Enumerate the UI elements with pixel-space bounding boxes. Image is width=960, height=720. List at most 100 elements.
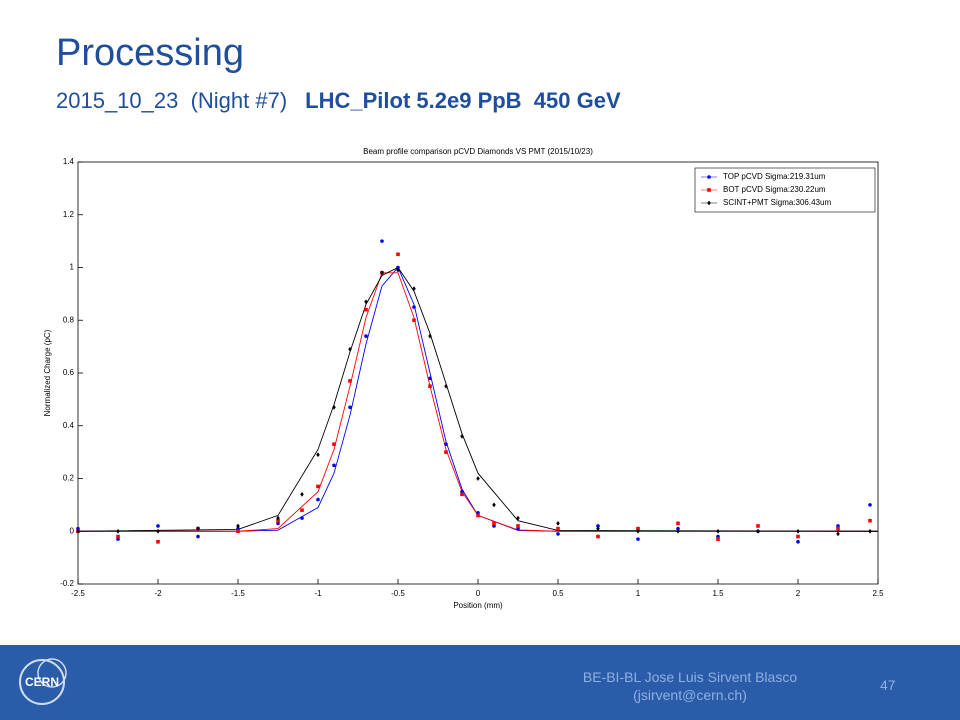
point	[316, 497, 320, 502]
y-tick-label: 0.4	[63, 421, 75, 430]
slide-title: Processing	[56, 32, 244, 74]
subtitle: 2015_10_23 (Night #7) LHC_Pilot 5.2e9 PpB…	[56, 88, 621, 114]
point	[707, 175, 711, 179]
point	[332, 404, 336, 410]
point	[300, 491, 304, 497]
x-tick-label: -1.5	[231, 589, 245, 598]
point	[676, 526, 680, 531]
point	[636, 526, 640, 531]
point	[364, 299, 368, 305]
legend	[694, 167, 876, 213]
subtitle-run: LHC_Pilot 5.2e9 PpB 450 GeV	[305, 88, 621, 113]
point	[596, 526, 600, 532]
point	[332, 442, 336, 447]
point	[364, 307, 368, 312]
point	[316, 484, 320, 489]
y-tick-label: 0.8	[63, 315, 75, 324]
point	[444, 442, 448, 447]
point	[236, 523, 240, 529]
point	[636, 537, 640, 541]
legend-label: SCINT+PMT Sigma:306.43um	[723, 198, 831, 207]
point	[348, 346, 352, 352]
point	[707, 188, 711, 192]
point	[516, 515, 520, 521]
subtitle-date: 2015_10_23 (Night #7)	[56, 88, 288, 113]
x-tick-label: 2.5	[872, 589, 884, 598]
point	[428, 333, 432, 339]
point	[868, 518, 872, 523]
point	[716, 528, 720, 534]
point	[428, 384, 432, 388]
page-number: 47	[880, 677, 896, 693]
x-axis-label: Position (mm)	[453, 601, 503, 610]
plot-area	[77, 161, 879, 585]
logo-text: CERN	[25, 675, 59, 689]
point	[156, 540, 160, 544]
y-tick-label: 0	[70, 526, 75, 535]
point	[868, 503, 872, 507]
point	[76, 528, 80, 534]
point	[676, 521, 680, 526]
point	[716, 537, 720, 541]
footer-author: BE-BI-BL Jose Luis Sirvent Blasco	[582, 669, 798, 685]
point	[276, 515, 280, 521]
point	[316, 452, 320, 458]
y-tick-label: 0.6	[63, 368, 75, 377]
point	[796, 528, 800, 534]
point	[332, 463, 336, 468]
x-tick-label: -2	[154, 589, 162, 598]
point	[596, 534, 600, 539]
point	[236, 529, 240, 534]
point	[492, 521, 496, 526]
footer-email: (jsirvent@cern.ch)	[633, 687, 747, 703]
point	[556, 520, 560, 526]
point	[396, 252, 400, 257]
point	[868, 528, 872, 534]
point	[460, 433, 464, 439]
x-tick-label: -2.5	[71, 589, 85, 598]
point	[556, 532, 560, 536]
point	[116, 534, 120, 539]
point	[476, 476, 480, 481]
x-tick-label: 2	[796, 589, 801, 598]
point	[380, 270, 384, 276]
chart: Beam profile comparison pCVD Diamonds VS…	[43, 147, 884, 610]
point	[380, 239, 384, 243]
y-axis-label: Normalized Charge (pC)	[43, 329, 52, 416]
point	[364, 334, 368, 338]
point	[300, 516, 304, 520]
point	[156, 524, 160, 528]
point	[636, 528, 640, 534]
chart-title: Beam profile comparison pCVD Diamonds VS…	[363, 147, 593, 156]
point	[300, 508, 304, 512]
point	[836, 531, 840, 537]
point	[676, 528, 680, 534]
point	[348, 379, 352, 383]
point	[412, 286, 416, 291]
point	[156, 528, 160, 534]
x-tick-label: -1	[314, 589, 322, 598]
point	[707, 200, 711, 206]
point	[836, 526, 840, 531]
logo: CERN	[19, 658, 67, 705]
y-tick-label: 1.4	[63, 157, 75, 166]
point	[556, 526, 560, 531]
point	[412, 318, 416, 323]
point	[476, 513, 480, 518]
legend-label: BOT pCVD Sigma:230.22um	[723, 185, 826, 194]
point	[348, 405, 352, 410]
point	[796, 534, 800, 539]
point	[756, 524, 760, 528]
point	[516, 524, 520, 528]
point	[276, 518, 280, 523]
point	[396, 265, 400, 270]
y-tick-label: 0.2	[63, 474, 75, 483]
point	[196, 534, 200, 539]
x-tick-label: 1.5	[712, 589, 724, 598]
fit-line	[78, 272, 878, 532]
x-tick-label: 1	[636, 589, 641, 598]
legend-label: TOP pCVD Sigma:219.31um	[723, 172, 826, 181]
point	[116, 528, 120, 534]
y-tick-label: -0.2	[60, 579, 74, 588]
